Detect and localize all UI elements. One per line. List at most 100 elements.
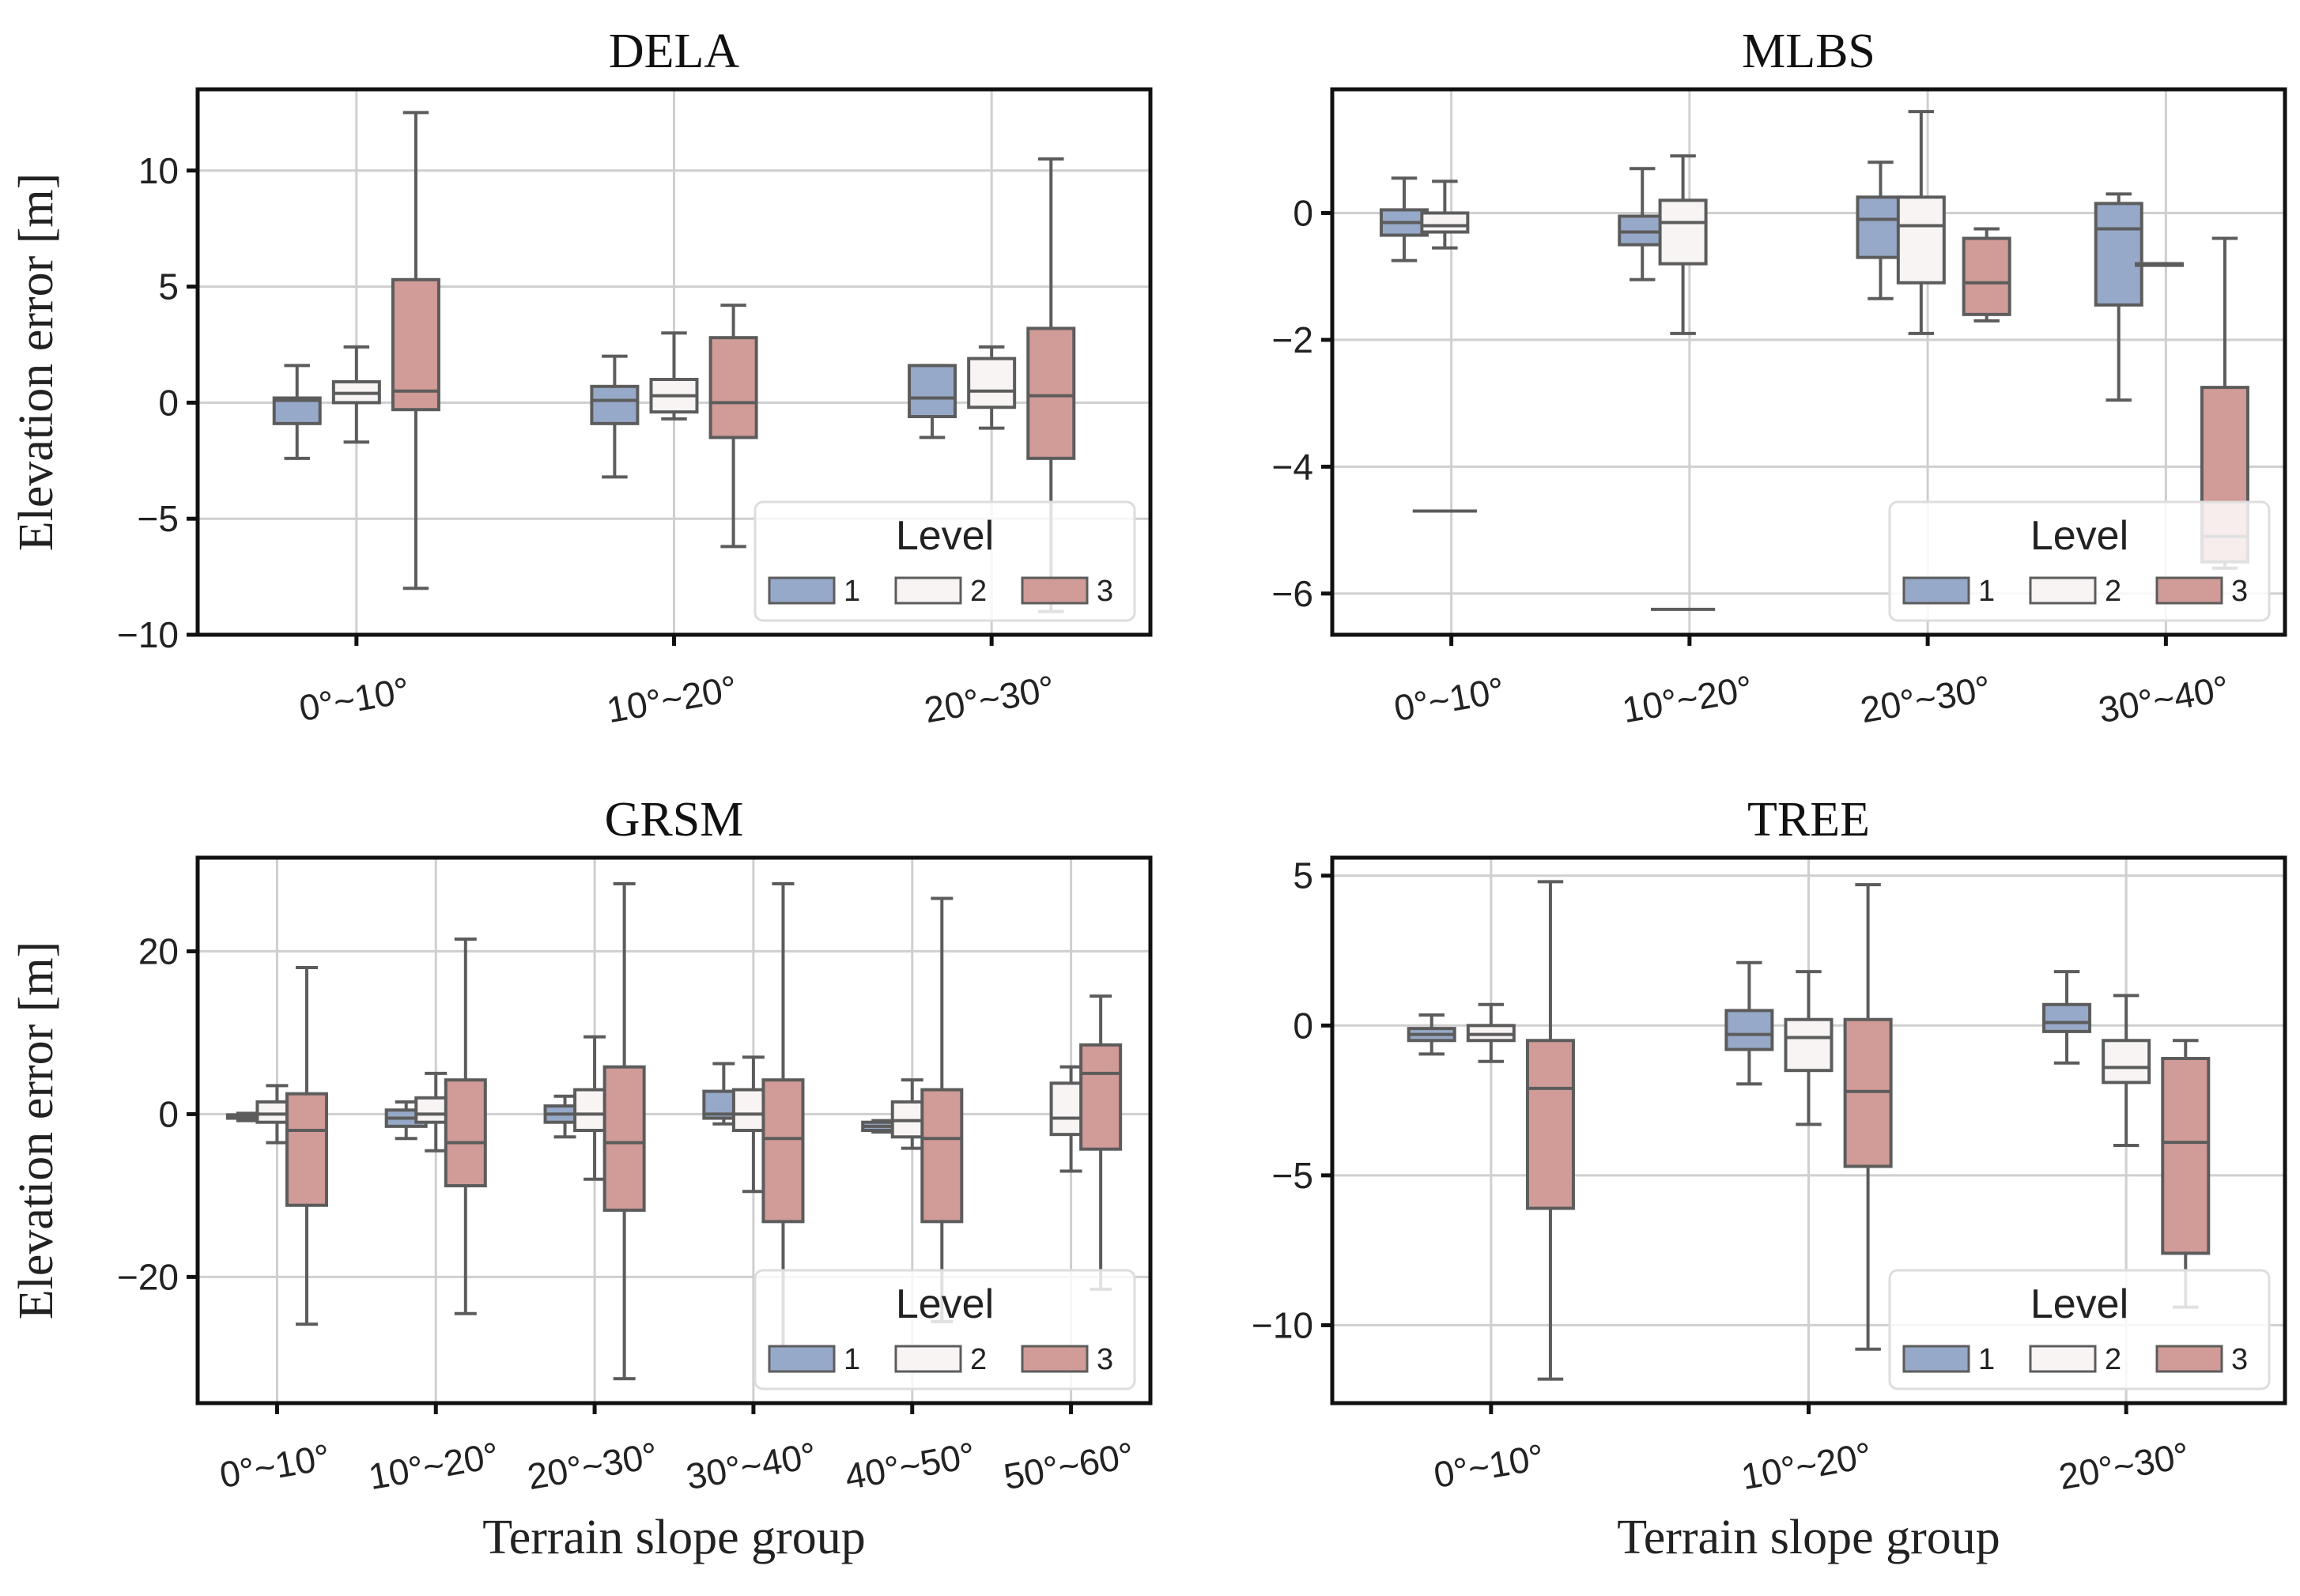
x-tick-label: 40°~50°	[842, 1434, 979, 1497]
x-tick-label: 50°~60°	[1001, 1434, 1138, 1497]
legend-swatch-level-2	[894, 1345, 962, 1373]
box-level-2	[967, 357, 1017, 409]
box-level-3	[2161, 1057, 2211, 1255]
legend-swatch-level-3	[2155, 576, 2223, 605]
legend-title: Level	[2030, 513, 2128, 559]
y-tick-label: −5	[1272, 1155, 1313, 1196]
panel-title: GRSM	[605, 793, 744, 847]
legend-label: 2	[2105, 1343, 2121, 1376]
y-tick-label: −5	[138, 498, 179, 539]
box-level-3	[1525, 1039, 1575, 1210]
box-level-1	[1856, 195, 1905, 259]
y-tick-label: 10	[138, 150, 179, 191]
panel-grsm: −20 0 20 0°~10° 10°~20° 20°~30° 30°~40° 40°~50°…	[9, 793, 1153, 1564]
legend-label: 1	[1978, 1343, 1995, 1376]
box-level-2	[1896, 195, 1946, 285]
box-level-3	[1026, 326, 1076, 460]
box-level-1	[590, 384, 640, 425]
legend-swatch-level-3	[2155, 1345, 2223, 1373]
y-tick-label: −20	[117, 1256, 179, 1297]
legend: Level 1 2 3	[753, 500, 1136, 622]
panel-title: TREE	[1747, 793, 1870, 847]
x-tick-label: 30°~40°	[2095, 667, 2232, 730]
legend-title: Level	[896, 1281, 994, 1327]
legend-label: 1	[1978, 575, 1995, 608]
y-tick-label: −2	[1272, 319, 1313, 360]
panel-tree: −10 −5 0 5 0°~10° 10°~20° 20°~30° TREE Terrain s…	[1252, 793, 2287, 1564]
legend: Level 1 2 3	[1888, 1269, 2271, 1390]
x-tick-label: 0°~10°	[1430, 1436, 1547, 1496]
legend-title: Level	[2030, 1281, 2128, 1327]
legend-swatch-level-2	[894, 576, 962, 605]
box-level-3	[708, 336, 758, 440]
y-tick-label: 0	[158, 382, 179, 423]
box-level-3	[1079, 1043, 1123, 1151]
panel-title: DELA	[609, 25, 740, 78]
x-tick-label: 30°~40°	[683, 1434, 820, 1497]
legend-label: 3	[1097, 575, 1113, 608]
legend-swatch-level-2	[2029, 576, 2097, 605]
y-tick-label: −6	[1272, 573, 1313, 614]
x-tick-label: 0°~10°	[217, 1436, 333, 1496]
x-axis-label: Terrain slope group	[1617, 1511, 2000, 1564]
box-level-1	[272, 396, 322, 425]
box-level-1	[1724, 1009, 1774, 1051]
legend-title: Level	[896, 513, 994, 559]
box-level-3	[391, 277, 440, 412]
box-level-3	[285, 1092, 328, 1207]
box-level-3	[1962, 236, 2011, 316]
y-tick-label: 5	[1293, 855, 1313, 896]
x-tick-label: 0°~10°	[296, 669, 412, 729]
legend-label: 2	[970, 1343, 987, 1376]
box-level-2	[2102, 1039, 2151, 1085]
axes-frame	[195, 855, 1153, 1405]
y-tick-label: 20	[138, 930, 179, 972]
y-tick-label: 0	[1293, 1005, 1313, 1046]
legend-swatch-level-1	[1902, 1345, 1970, 1373]
box-level-1	[2094, 202, 2143, 307]
x-tick-label: 20°~30°	[1857, 667, 1994, 730]
y-axis-label: Elevation error [m]	[9, 941, 63, 1320]
x-tick-label: 10°~20°	[365, 1434, 502, 1497]
legend-swatch-level-3	[1021, 1345, 1089, 1373]
x-tick-label: 10°~20°	[1738, 1434, 1875, 1497]
x-tick-label: 20°~30°	[921, 667, 1058, 730]
axes-frame	[1330, 87, 2287, 637]
legend-label: 2	[2105, 575, 2121, 608]
box-level-2	[1658, 198, 1708, 266]
y-axis-label: Elevation error [m]	[9, 173, 63, 552]
legend-swatch-level-3	[1021, 576, 1089, 605]
legend-swatch-level-1	[768, 1345, 836, 1373]
x-axis-label: Terrain slope group	[482, 1511, 866, 1564]
x-tick-label: 0°~10°	[1391, 669, 1507, 729]
box-level-3	[920, 1088, 964, 1224]
box-level-1	[1618, 214, 1667, 247]
x-tick-label: 10°~20°	[603, 667, 740, 730]
box-level-1	[2042, 1002, 2092, 1033]
panel-dela: −10 −5 0 5 10 0°~10° 10°~20° 20°~30° DELA Elevati…	[9, 25, 1153, 730]
y-tick-label: 0	[158, 1093, 179, 1134]
legend-label: 3	[2231, 1343, 2248, 1376]
box-level-2	[1784, 1017, 1834, 1073]
legend-label: 2	[970, 575, 987, 608]
legend: Level 1 2 3	[753, 1269, 1136, 1390]
box-level-3	[602, 1065, 646, 1212]
legend-label: 1	[844, 1343, 860, 1376]
x-tick-label: 20°~30°	[2056, 1434, 2192, 1497]
legend: Level 1 2 3	[1888, 500, 2271, 622]
box-level-2	[1420, 211, 1470, 234]
box-level-3	[761, 1078, 805, 1224]
y-tick-label: −10	[117, 614, 179, 655]
legend-label: 3	[1097, 1343, 1113, 1376]
legend-swatch-level-2	[2029, 1345, 2097, 1373]
box-level-1	[908, 364, 957, 419]
legend-label: 1	[844, 575, 860, 608]
x-tick-label: 20°~30°	[524, 1434, 661, 1497]
y-tick-label: 0	[1293, 192, 1313, 233]
legend-swatch-level-1	[768, 576, 836, 605]
legend-swatch-level-1	[1902, 576, 1970, 605]
panel-mlbs: −6 −4 −2 0 0°~10° 10°~20° 20°~30° 30°~40° MLBS Le…	[1272, 25, 2287, 730]
y-tick-label: 5	[158, 266, 179, 308]
x-tick-label: 10°~20°	[1619, 667, 1756, 730]
